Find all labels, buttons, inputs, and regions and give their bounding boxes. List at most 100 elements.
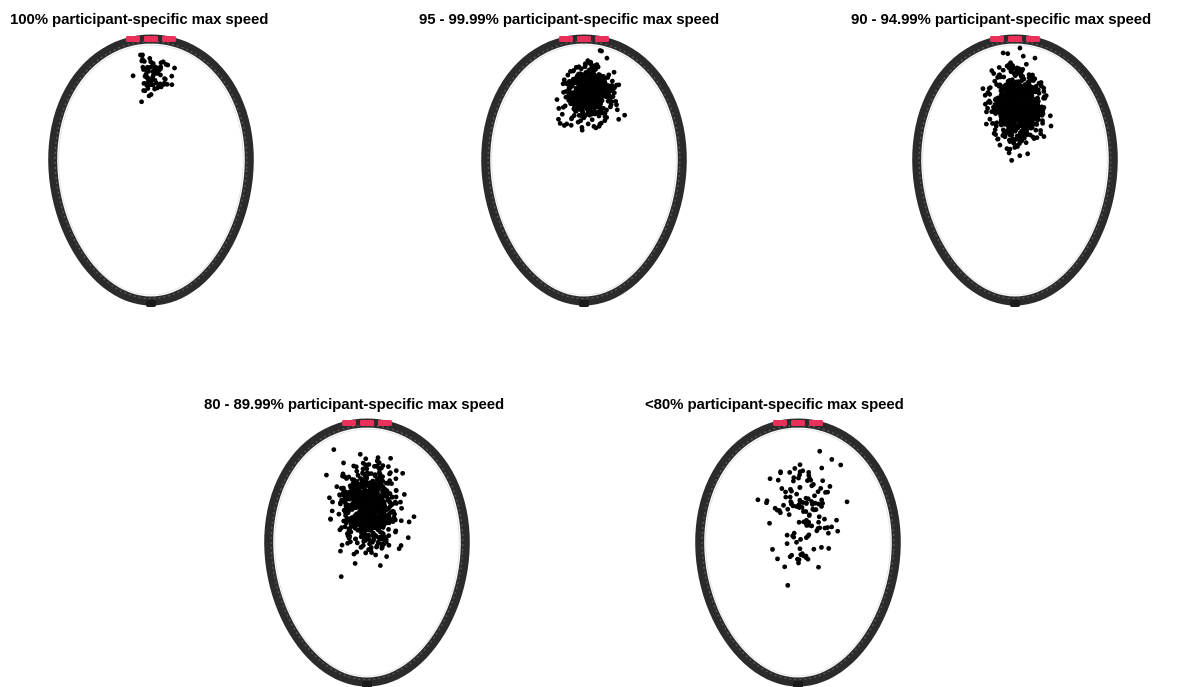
impact-point bbox=[1000, 67, 1006, 73]
impact-point bbox=[607, 95, 613, 101]
impact-point bbox=[1027, 125, 1033, 131]
impact-point bbox=[1026, 72, 1032, 78]
impact-point bbox=[375, 539, 381, 545]
impact-point bbox=[770, 546, 775, 552]
impact-point bbox=[1016, 123, 1022, 129]
impact-point bbox=[393, 487, 399, 493]
impact-point bbox=[337, 527, 343, 533]
racket-frame-texture bbox=[701, 424, 895, 681]
impact-point bbox=[1000, 50, 1006, 56]
impact-point bbox=[787, 470, 793, 475]
impact-point bbox=[614, 102, 619, 108]
impact-point bbox=[573, 65, 579, 70]
impact-point bbox=[1011, 65, 1017, 71]
impact-point bbox=[1036, 80, 1042, 86]
impact-point bbox=[398, 499, 403, 505]
impact-point bbox=[1007, 83, 1012, 89]
impact-point bbox=[329, 508, 335, 514]
impact-point bbox=[347, 539, 353, 545]
impact-point bbox=[997, 142, 1003, 148]
impact-point bbox=[811, 482, 816, 487]
impact-point bbox=[1034, 135, 1040, 141]
impact-point bbox=[406, 519, 412, 525]
impact-point bbox=[996, 65, 1002, 70]
impact-point bbox=[599, 110, 605, 116]
impact-point bbox=[396, 546, 402, 552]
impact-point bbox=[1007, 77, 1012, 83]
impact-point bbox=[557, 121, 563, 126]
impact-point bbox=[803, 501, 809, 506]
impact-point bbox=[597, 72, 603, 78]
impact-point bbox=[358, 483, 364, 489]
impact-point bbox=[998, 122, 1004, 128]
impact-point bbox=[598, 82, 604, 87]
impact-point bbox=[339, 497, 345, 503]
impact-point bbox=[1018, 90, 1023, 96]
impact-point bbox=[591, 124, 597, 129]
impact-point bbox=[997, 82, 1003, 88]
impact-point bbox=[595, 64, 601, 70]
impact-point bbox=[371, 523, 377, 529]
impact-point bbox=[345, 533, 351, 539]
racket-throat bbox=[793, 681, 803, 687]
impact-point bbox=[162, 76, 167, 82]
impact-point bbox=[994, 107, 1000, 113]
impact-point bbox=[142, 73, 148, 79]
impact-point bbox=[602, 114, 608, 120]
impact-point bbox=[393, 476, 399, 482]
impact-point bbox=[130, 73, 136, 79]
impact-point bbox=[586, 67, 592, 73]
impact-point bbox=[796, 475, 801, 481]
impact-point bbox=[1024, 132, 1030, 138]
impact-point bbox=[376, 469, 382, 475]
impact-point bbox=[796, 557, 802, 563]
impact-point bbox=[565, 72, 571, 78]
impact-point bbox=[809, 499, 814, 504]
impact-point bbox=[1041, 88, 1047, 94]
impact-point bbox=[355, 522, 361, 528]
impact-point bbox=[338, 485, 344, 491]
impact-point bbox=[805, 533, 811, 539]
impact-point bbox=[797, 462, 803, 468]
impact-point bbox=[370, 479, 376, 484]
impact-point bbox=[377, 497, 383, 503]
impact-point bbox=[368, 545, 374, 550]
impact-point bbox=[1022, 109, 1028, 114]
impact-point bbox=[612, 85, 617, 91]
impact-point bbox=[370, 539, 375, 545]
impact-point bbox=[783, 494, 789, 500]
impact-point bbox=[1035, 95, 1041, 101]
impact-point bbox=[1033, 112, 1039, 118]
impact-point bbox=[1043, 93, 1049, 99]
impact-point bbox=[327, 495, 332, 501]
racket-throat bbox=[1010, 300, 1020, 307]
impact-point bbox=[772, 505, 778, 511]
impact-point bbox=[1025, 151, 1031, 157]
impact-point bbox=[562, 103, 568, 109]
impact-point bbox=[356, 514, 362, 520]
impact-point bbox=[1047, 113, 1053, 119]
impact-point bbox=[790, 533, 796, 539]
impact-point bbox=[172, 65, 177, 71]
impact-point bbox=[585, 80, 590, 86]
impact-point bbox=[1018, 70, 1024, 76]
impact-point bbox=[578, 66, 584, 72]
impact-point bbox=[992, 97, 998, 103]
panel-title: 95 - 99.99% participant-specific max spe… bbox=[419, 11, 720, 28]
impact-point bbox=[800, 468, 806, 474]
impact-point bbox=[150, 72, 156, 78]
impact-point bbox=[602, 93, 608, 98]
impact-point bbox=[154, 85, 160, 91]
impact-point bbox=[1027, 78, 1033, 84]
impact-point bbox=[379, 541, 384, 547]
impact-point bbox=[602, 118, 608, 124]
impact-point bbox=[608, 84, 613, 90]
impact-point bbox=[1025, 99, 1031, 105]
impact-point bbox=[389, 502, 395, 507]
impact-point bbox=[374, 496, 379, 501]
impact-point bbox=[595, 109, 601, 115]
impact-point bbox=[585, 102, 590, 108]
impact-point bbox=[596, 113, 602, 119]
impact-point bbox=[384, 554, 390, 559]
impact-point bbox=[816, 514, 822, 520]
